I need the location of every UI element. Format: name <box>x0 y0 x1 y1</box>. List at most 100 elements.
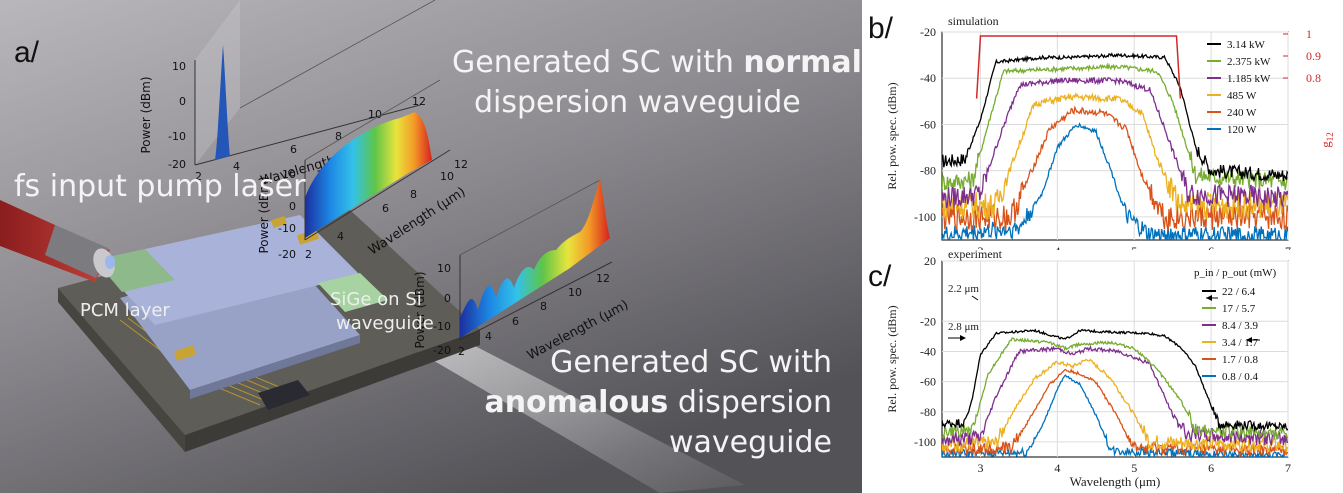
y-tick-label: -40 <box>920 71 936 85</box>
inset-ylabel: Power (dBm) <box>257 177 271 254</box>
tick-label: 10 <box>568 286 582 299</box>
tick-label: 4 <box>485 330 492 343</box>
tick-label: -20 <box>433 344 451 357</box>
x-tick-label: 6 <box>1208 461 1214 475</box>
output-coupler <box>318 273 388 312</box>
x-tick-label: 5 <box>1131 244 1137 250</box>
tick-label: -10 <box>433 320 451 333</box>
y-axis-label: Rel. pow. spec. (dBm) <box>885 82 899 189</box>
anomalous-sc-spectrum <box>460 178 610 338</box>
caption-anomalous-line3: waveguide <box>669 425 832 460</box>
label-pcm-layer: PCM layer <box>80 300 170 321</box>
legend-label: 120 W <box>1227 124 1257 136</box>
series-line <box>942 62 1288 191</box>
y-tick-label: -80 <box>920 405 936 419</box>
tick-label: 0 <box>289 200 296 213</box>
annotation-arrowhead <box>1246 337 1252 343</box>
annotation-arrowhead <box>960 335 966 341</box>
tick-label: 10 <box>172 60 186 73</box>
x-tick-label: 7 <box>1285 244 1291 250</box>
legend-label: 1.185 kW <box>1227 73 1271 85</box>
tick-label: 10 <box>282 168 296 181</box>
annotation-2-2um: 2.2 μm <box>948 283 979 295</box>
waveguide-ridge <box>95 215 360 325</box>
y2-tick-label: 0.9 <box>1306 49 1321 63</box>
tick-label: 12 <box>454 158 468 171</box>
y-tick-label: -20 <box>920 25 936 39</box>
annotation-arrow <box>971 295 979 301</box>
y-tick-label: -80 <box>920 164 936 178</box>
gold-pad <box>173 345 197 361</box>
chart-title: simulation <box>948 14 999 28</box>
y2-tick-label: 0.8 <box>1306 71 1321 85</box>
y-tick-label: -20 <box>920 314 936 328</box>
series-line <box>942 345 1288 447</box>
x-axis-label: Wavelength (μm) <box>1070 474 1161 489</box>
x-tick-label: 6 <box>1208 244 1214 250</box>
tick-label: 2 <box>305 248 312 261</box>
tick-label: 12 <box>412 95 426 108</box>
tick-label: 0 <box>444 292 451 305</box>
series-line <box>942 358 1288 455</box>
legend-title: p_in / p_out (mW) <box>1194 267 1277 279</box>
series-line <box>942 374 1288 457</box>
series-group <box>942 328 1288 457</box>
tick-label: 8 <box>335 130 342 143</box>
x-tick-label: 5 <box>1131 461 1137 475</box>
panel-label-c: c/ <box>868 260 892 293</box>
inset-ylabel: Power (dBm) <box>139 77 153 154</box>
background <box>0 0 862 493</box>
y-tick-label: -60 <box>920 117 936 131</box>
series-group <box>942 52 1288 240</box>
annotation-arrowhead <box>1206 295 1212 301</box>
panel-a-svg: 10 0 -10 -20 Power (dBm) 2 4 6 8 10 12 W… <box>0 0 862 493</box>
tick-label: 6 <box>290 143 297 156</box>
ticks: 3 4 5 6 7 -20 -40 -60 -80 -100 <box>914 25 1291 250</box>
tick-label: 4 <box>337 230 344 243</box>
panel-a-illustration: 10 0 -10 -20 Power (dBm) 2 4 6 8 10 12 W… <box>0 0 862 493</box>
tick-label: 2 <box>195 170 202 183</box>
y-tick-label: -60 <box>920 375 936 389</box>
panel-label-b: b/ <box>868 12 894 45</box>
series-line <box>942 91 1288 221</box>
tick-label: 8 <box>540 300 547 313</box>
legend-label: 2.375 kW <box>1227 56 1271 68</box>
caption-normal-line1: Generated SC with normal <box>452 45 862 80</box>
series-line <box>942 122 1288 240</box>
tick-label: 6 <box>382 202 389 215</box>
caption-anomalous-line2: anomalous dispersion <box>484 385 832 420</box>
legend-label: 0.8 / 0.4 <box>1222 371 1259 383</box>
y-tick-label: 20 <box>924 254 936 268</box>
x-tick-label: 3 <box>977 461 983 475</box>
input-coupler <box>95 249 175 292</box>
ic-chip <box>258 380 310 410</box>
y-tick-label: -100 <box>914 435 936 449</box>
laser-spot <box>105 255 115 269</box>
tick-label: 6 <box>512 315 519 328</box>
legend: 22 / 6.4 17 / 5.7 8.4 / 3.9 3.4 / 1.7 1.7 / … <box>1202 286 1259 383</box>
label-pump-laser: fs input pump laser <box>14 169 306 204</box>
y-tick-label: -40 <box>920 344 936 358</box>
tick-label: 4 <box>233 160 240 173</box>
tick-label: 10 <box>440 170 454 183</box>
tick-label: -10 <box>168 130 186 143</box>
pump-peak <box>215 45 230 160</box>
y-tick-label: -100 <box>914 210 936 224</box>
legend-label: 1.7 / 0.8 <box>1222 354 1259 366</box>
y2-axis-label: g12 <box>1318 132 1335 148</box>
label-sige-line2: waveguide <box>336 313 434 334</box>
x-tick-label: 3 <box>977 244 983 250</box>
legend-label: 485 W <box>1227 90 1257 102</box>
coherence-curve: 1 0.9 0.8 <box>975 27 1321 99</box>
label-sige-line1: SiGe on Si <box>330 289 422 310</box>
inset-ylabel: Power (dBm) <box>413 272 427 349</box>
series-line <box>942 52 1288 183</box>
annotation-2-8um: 2.8 μm <box>948 321 979 333</box>
tick-label: 8 <box>410 188 417 201</box>
tick-label: 2 <box>458 345 465 358</box>
tick-label: 10 <box>437 262 451 275</box>
tick-label: 0 <box>179 95 186 108</box>
legend-label: 8.4 / 3.9 <box>1222 320 1259 332</box>
series-line <box>942 76 1288 209</box>
y-axis-label: Rel. pow. spec. (dBm) <box>885 305 899 412</box>
